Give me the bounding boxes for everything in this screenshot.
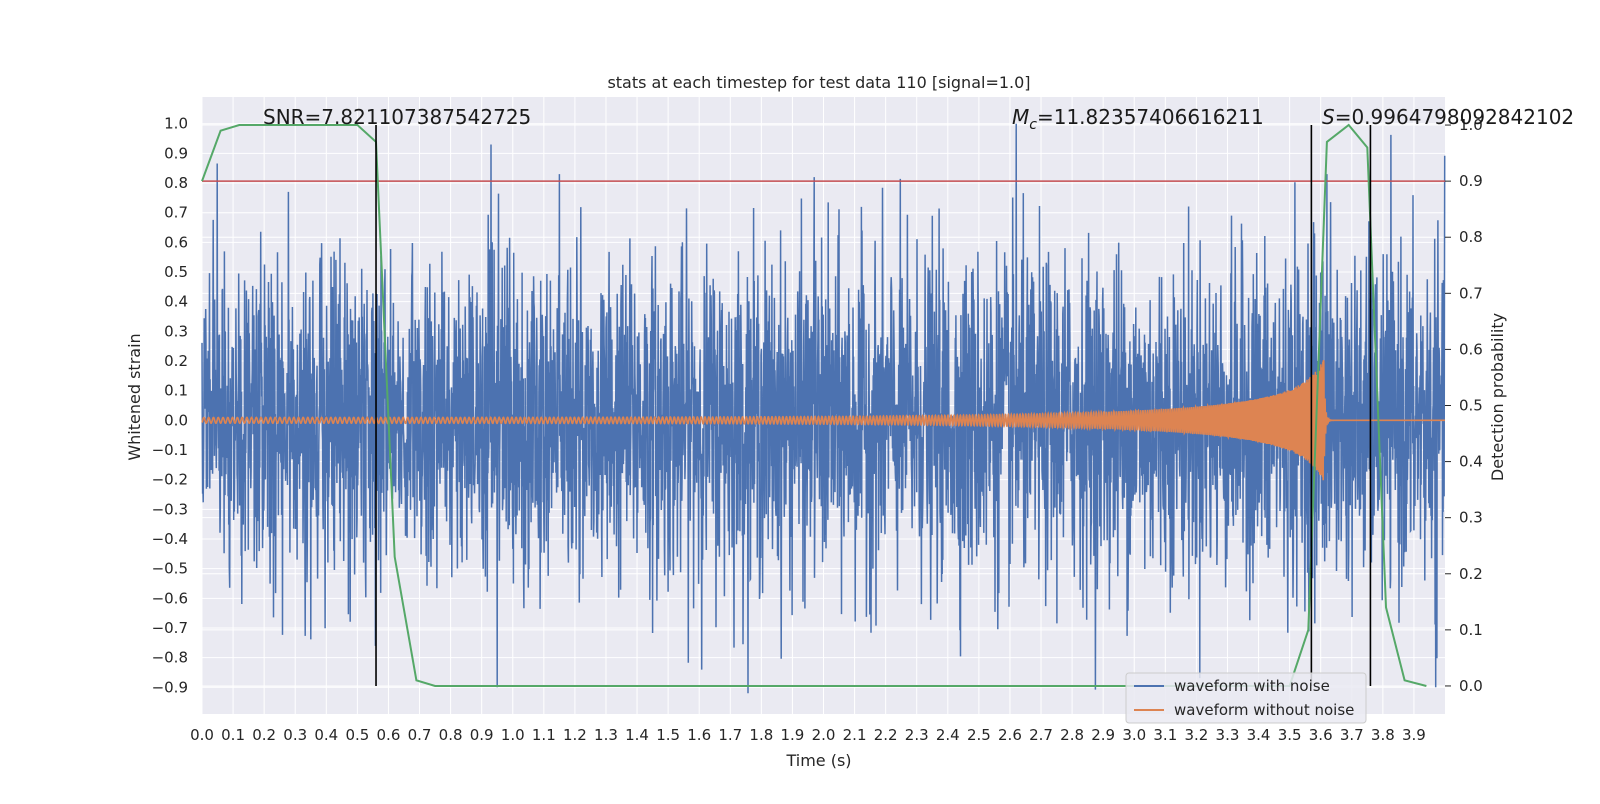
- x-tick-label: 0.7: [408, 726, 432, 744]
- y-tick-label: −0.1: [152, 441, 188, 459]
- chirp-mass-subscript: c: [1029, 117, 1037, 133]
- y2-ticks: 1.0 0.9 0.8 0.7 0.6 0.5 0.4 0.3 0.2 0.1 0.0: [1445, 116, 1483, 695]
- x-axis-label: Time (s): [785, 751, 851, 770]
- y2-tick-label: 0.9: [1459, 172, 1483, 190]
- x-tick-label: 1.9: [780, 726, 804, 744]
- x-tick-label: 3.7: [1340, 726, 1364, 744]
- x-tick-label: 2.4: [936, 726, 960, 744]
- y2-tick-label: 0.7: [1459, 284, 1483, 302]
- y2-tick-label: 0.0: [1459, 677, 1483, 695]
- x-tick-label: 0.8: [439, 726, 463, 744]
- x-tick-label: 2.0: [812, 726, 836, 744]
- x-tick-label: 0.1: [221, 726, 245, 744]
- y-tick-label: 0.8: [164, 174, 188, 192]
- x-tick-label: 3.8: [1371, 726, 1395, 744]
- y-tick-label: −0.4: [152, 530, 188, 548]
- series-waveform-with-noise: [201, 123, 1446, 694]
- score-annotation: S=0.9964798092842102: [1322, 105, 1574, 129]
- x-tick-label: 0.3: [283, 726, 307, 744]
- x-tick-label: 1.6: [687, 726, 711, 744]
- chirp-mass-symbol: M: [1012, 105, 1029, 129]
- x-tick-label: 0.9: [470, 726, 494, 744]
- x-tick-label: 2.3: [905, 726, 929, 744]
- x-tick-label: 2.6: [998, 726, 1022, 744]
- y-ticks: 1.0 0.9 0.8 0.7 0.6 0.5 0.4 0.3 0.2 0.1 0.0 −0.1 −0.…: [152, 115, 188, 697]
- y-tick-label: 1.0: [164, 115, 188, 133]
- series-waveform-without-noise: [201, 359, 1445, 481]
- series-layer: [201, 123, 1446, 694]
- x-tick-label: 1.3: [594, 726, 618, 744]
- x-tick-label: 1.4: [625, 726, 649, 744]
- y-tick-label: −0.9: [152, 678, 188, 696]
- x-tick-label: 3.5: [1278, 726, 1302, 744]
- y-tick-label: 0.0: [164, 411, 188, 429]
- score-symbol: S: [1322, 105, 1335, 129]
- y-axis-label: Whitened strain: [125, 333, 144, 460]
- x-tick-label: 3.3: [1216, 726, 1240, 744]
- y-tick-label: −0.6: [152, 589, 188, 607]
- legend-box: [1125, 672, 1367, 724]
- y-tick-label: 0.9: [164, 144, 188, 162]
- score-value: =0.9964798092842102: [1335, 105, 1574, 129]
- x-tick-label: 2.7: [1029, 726, 1053, 744]
- x-tick-label: 3.0: [1122, 726, 1146, 744]
- y2-tick-label: 0.2: [1459, 565, 1483, 583]
- x-tick-label: 2.8: [1060, 726, 1084, 744]
- y-tick-label: −0.7: [152, 619, 188, 637]
- y-tick-label: −0.3: [152, 500, 188, 518]
- x-tick-label: 0.2: [252, 726, 276, 744]
- y2-axis-label: Detection probability: [1488, 313, 1507, 481]
- x-tick-label: 1.0: [501, 726, 525, 744]
- y2-tick-label: 0.4: [1459, 453, 1483, 471]
- x-tick-label: 3.1: [1153, 726, 1177, 744]
- legend: waveform with noise waveform without noi…: [1125, 672, 1367, 724]
- x-tick-label: 1.1: [532, 726, 556, 744]
- snr-annotation: SNR=7.821107387542725: [263, 105, 531, 129]
- x-tick-label: 2.5: [967, 726, 991, 744]
- legend-entry-noisy: waveform with noise: [1174, 677, 1330, 695]
- x-tick-label: 3.9: [1402, 726, 1426, 744]
- y-tick-label: 0.6: [164, 233, 188, 251]
- x-tick-label: 1.5: [656, 726, 680, 744]
- y2-tick-label: 0.1: [1459, 621, 1483, 639]
- x-tick-label: 0.5: [345, 726, 369, 744]
- y-tick-label: 0.4: [164, 293, 188, 311]
- y-tick-label: −0.2: [152, 471, 188, 489]
- x-tick-label: 1.8: [749, 726, 773, 744]
- y2-tick-label: 0.3: [1459, 509, 1483, 527]
- series-detection-probability: [201, 123, 1427, 687]
- y2-tick-label: 0.6: [1459, 340, 1483, 358]
- x-tick-label: 2.2: [874, 726, 898, 744]
- y-tick-label: −0.8: [152, 649, 188, 667]
- x-tick-label: 3.4: [1247, 726, 1271, 744]
- chirp-mass-value: =11.82357406616211: [1037, 105, 1264, 129]
- y-tick-label: 0.1: [164, 382, 188, 400]
- x-ticks: 0.0 0.1 0.2 0.3 0.4 0.5 0.6 0.7 0.8 0.9 1.0 1.1 1.2 1…: [190, 726, 1426, 744]
- chart-title: stats at each timestep for test data 110…: [607, 73, 1030, 92]
- chirp-mass-annotation: Mc=11.82357406616211: [1012, 105, 1264, 133]
- y2-tick-label: 0.5: [1459, 397, 1483, 415]
- y-tick-label: 0.7: [164, 204, 188, 222]
- y-tick-label: −0.5: [152, 560, 188, 578]
- x-tick-label: 0.0: [190, 726, 214, 744]
- x-tick-label: 2.1: [843, 726, 867, 744]
- y-tick-label: 0.2: [164, 352, 188, 370]
- x-tick-label: 1.2: [563, 726, 587, 744]
- x-tick-label: 3.2: [1184, 726, 1208, 744]
- legend-entry-clean: waveform without noise: [1174, 701, 1354, 719]
- x-tick-label: 0.6: [377, 726, 401, 744]
- y-tick-label: 0.5: [164, 263, 188, 281]
- y-tick-label: 0.3: [164, 322, 188, 340]
- x-tick-label: 1.7: [718, 726, 742, 744]
- x-tick-label: 2.9: [1091, 726, 1115, 744]
- x-tick-label: 0.4: [314, 726, 338, 744]
- y2-tick-label: 0.8: [1459, 228, 1483, 246]
- y2-tick-label: 1.0: [1459, 116, 1483, 134]
- x-tick-label: 3.6: [1309, 726, 1333, 744]
